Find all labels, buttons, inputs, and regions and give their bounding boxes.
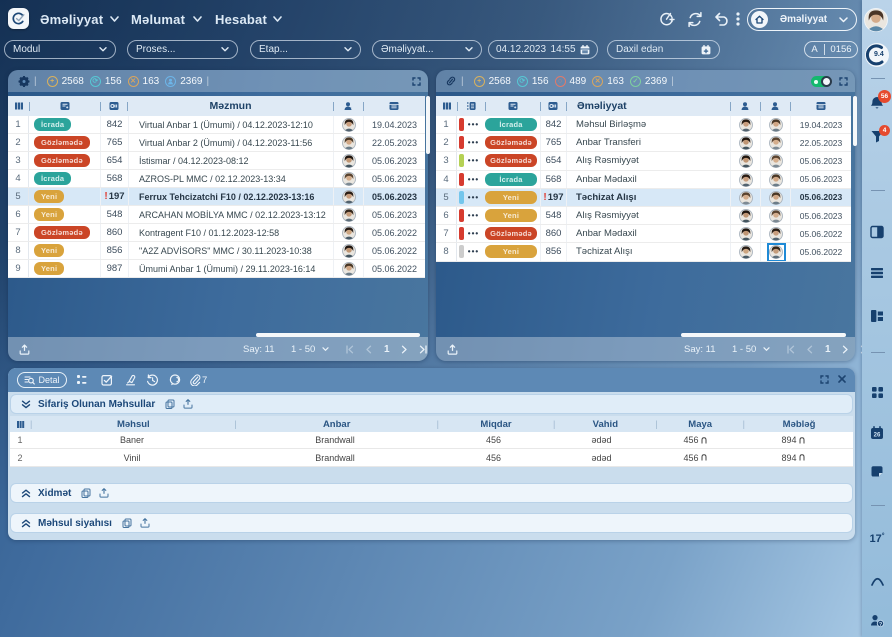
- svg-text:?: ?: [879, 622, 883, 627]
- svg-text:26: 26: [874, 433, 881, 439]
